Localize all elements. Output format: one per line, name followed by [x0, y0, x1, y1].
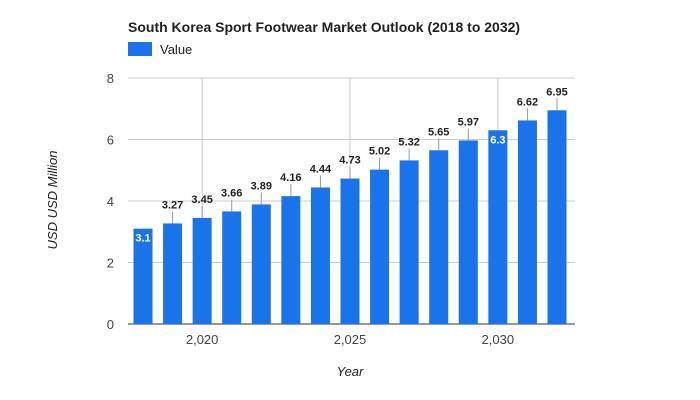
y-tick-label: 8 — [107, 71, 114, 86]
bar — [340, 178, 360, 324]
bar — [547, 110, 567, 324]
y-tick-label: 0 — [107, 317, 114, 332]
x-tick-label: 2,025 — [334, 332, 367, 347]
data-label: 6.3 — [490, 134, 505, 146]
data-label: 4.73 — [339, 155, 360, 167]
data-label: 3.66 — [221, 187, 242, 199]
data-label: 5.32 — [398, 136, 419, 148]
y-axis-title: USD USD Million — [45, 151, 60, 250]
bars — [133, 110, 567, 324]
data-label: 6.95 — [546, 86, 567, 98]
bar — [192, 217, 212, 324]
data-label: 3.89 — [251, 180, 272, 192]
bar — [310, 187, 330, 324]
legend-swatch — [128, 42, 152, 56]
x-tick-label: 2,030 — [482, 332, 515, 347]
data-label: 3.1 — [135, 233, 150, 245]
bar — [133, 228, 153, 324]
bar — [163, 223, 183, 324]
legend-label: Value — [160, 42, 192, 57]
y-tick-label: 2 — [107, 256, 114, 271]
y-tick-label: 4 — [107, 194, 114, 209]
bar — [429, 150, 449, 324]
x-axis-ticks: 2,020 2,025 2,030 — [186, 332, 514, 347]
x-axis-title: Year — [337, 364, 364, 379]
data-label: 4.44 — [310, 163, 332, 175]
bar — [458, 140, 478, 324]
bar — [517, 120, 537, 324]
data-label: 5.97 — [458, 116, 479, 128]
data-label: 3.45 — [191, 194, 212, 206]
bar — [222, 211, 242, 324]
bar — [251, 204, 271, 324]
legend: Value — [128, 42, 192, 57]
data-label: 6.62 — [517, 96, 538, 108]
data-label: 5.02 — [369, 146, 390, 158]
y-axis-ticks: 0 2 4 6 8 — [107, 71, 114, 332]
data-label: 5.65 — [428, 126, 449, 138]
y-tick-label: 6 — [107, 133, 114, 148]
bar — [488, 130, 508, 324]
data-labels: 3.1 3.27 3.45 3.66 3.89 4.16 4.44 4.73 5.02 5.32 5… — [135, 86, 567, 244]
bar — [399, 160, 419, 324]
data-label: 4.16 — [280, 172, 301, 184]
bar — [281, 196, 301, 324]
bar — [370, 169, 390, 324]
x-tick-label: 2,020 — [186, 332, 219, 347]
data-label: 3.27 — [162, 199, 183, 211]
chart-title: South Korea Sport Footwear Market Outloo… — [128, 19, 520, 35]
